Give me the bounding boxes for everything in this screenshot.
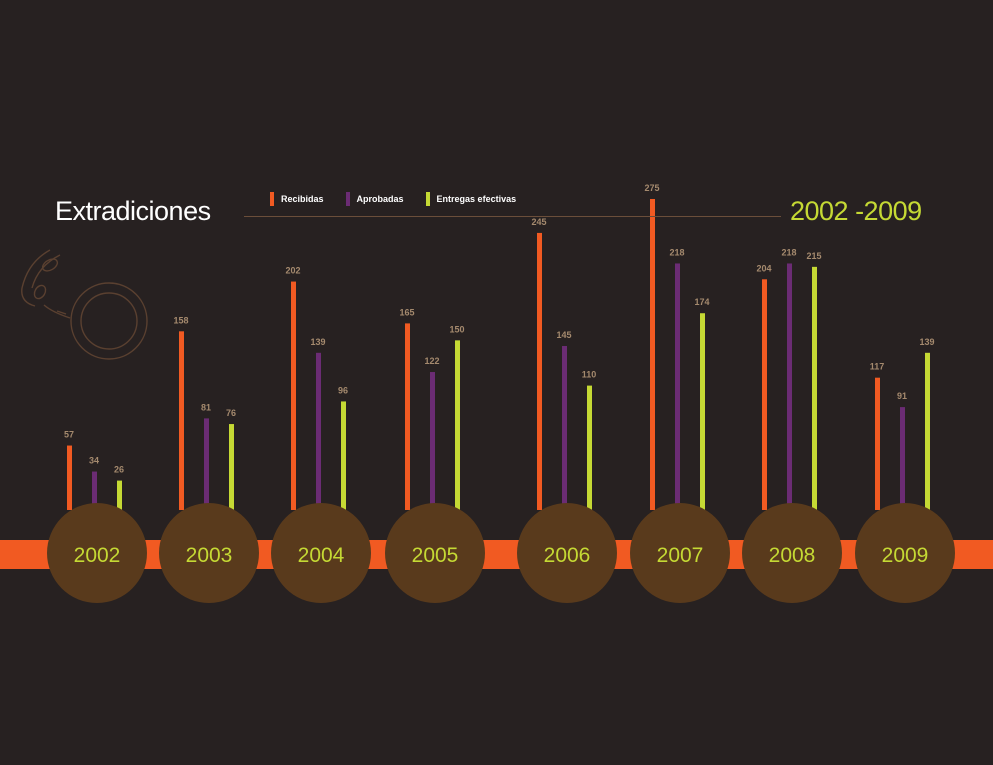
legend: Recibidas Aprobadas Entregas efectivas [270, 192, 538, 206]
bar-entregas-2007 [700, 313, 705, 510]
bar-aprobadas-2007 [675, 263, 680, 510]
bar-recibidas-2004 [291, 281, 296, 510]
bar-aprobadas-2006 [562, 346, 567, 510]
year-label-2008: 2008 [769, 544, 816, 567]
bar-aprobadas-2008 [787, 263, 792, 510]
value-label-recibidas-2003: 158 [173, 315, 188, 325]
bar-entregas-2008 [812, 266, 817, 510]
bar-recibidas-2009 [875, 377, 880, 510]
bar-aprobadas-2004 [316, 352, 321, 510]
bar-aprobadas-2009 [900, 407, 905, 510]
value-label-recibidas-2007: 275 [644, 183, 659, 193]
value-label-recibidas-2008: 204 [756, 263, 771, 273]
year-circle-2002 [47, 503, 147, 603]
value-label-entregas-2004: 96 [338, 385, 348, 395]
year-label-2009: 2009 [882, 544, 929, 567]
legend-item-aprobadas: Aprobadas [345, 192, 404, 206]
legend-swatch-aprobadas [345, 192, 350, 206]
year-circle-2003 [159, 503, 259, 603]
legend-label-aprobadas: Aprobadas [356, 194, 404, 204]
legend-item-entregas: Entregas efectivas [425, 192, 517, 206]
value-label-aprobadas-2002: 34 [89, 456, 99, 466]
legend-swatch-entregas [425, 192, 430, 206]
bar-entregas-2009 [925, 352, 930, 510]
value-label-entregas-2007: 174 [694, 297, 709, 307]
year-label-2006: 2006 [544, 544, 591, 567]
value-label-recibidas-2009: 117 [870, 362, 885, 372]
bar-entregas-2002 [117, 480, 122, 510]
chart-title: Extradiciones [55, 196, 211, 226]
year-circle-2009 [855, 503, 955, 603]
bar-aprobadas-2003 [204, 418, 209, 510]
bar-aprobadas-2005 [430, 372, 435, 510]
value-label-entregas-2008: 215 [806, 251, 821, 261]
value-label-aprobadas-2006: 145 [556, 330, 571, 340]
value-label-recibidas-2006: 245 [531, 217, 546, 227]
year-circle-2007 [630, 503, 730, 603]
bar-aprobadas-2002 [92, 471, 97, 510]
value-label-entregas-2006: 110 [582, 370, 597, 380]
value-label-recibidas-2002: 57 [64, 430, 74, 440]
value-label-aprobadas-2005: 122 [424, 356, 439, 366]
bar-recibidas-2003 [179, 331, 184, 510]
legend-label-recibidas: Recibidas [281, 194, 324, 204]
year-circle-2008 [742, 503, 842, 603]
timeline-bar [0, 540, 993, 569]
value-label-aprobadas-2008: 218 [781, 247, 796, 257]
bar-recibidas-2005 [405, 323, 410, 510]
year-label-2005: 2005 [412, 544, 459, 567]
value-label-entregas-2002: 26 [114, 465, 124, 475]
legend-item-recibidas: Recibidas [270, 192, 324, 206]
value-label-aprobadas-2007: 218 [669, 247, 684, 257]
value-label-aprobadas-2009: 91 [897, 391, 907, 401]
bar-recibidas-2008 [762, 279, 767, 510]
value-label-recibidas-2004: 202 [285, 266, 300, 276]
bar-entregas-2004 [341, 401, 346, 510]
legend-label-entregas: Entregas efectivas [436, 194, 517, 204]
value-label-entregas-2005: 150 [449, 324, 464, 334]
year-circle-2005 [385, 503, 485, 603]
value-label-entregas-2003: 76 [226, 408, 236, 418]
bar-entregas-2003 [229, 424, 234, 510]
value-label-aprobadas-2004: 139 [310, 337, 325, 347]
bar-entregas-2005 [455, 340, 460, 510]
year-circle-2004 [271, 503, 371, 603]
chart-year-range: 2002 -2009 [790, 196, 922, 226]
year-circle-2006 [517, 503, 617, 603]
year-label-2003: 2003 [186, 544, 233, 567]
handcuffs-icon [21, 249, 148, 360]
value-label-entregas-2009: 139 [919, 337, 934, 347]
value-label-recibidas-2005: 165 [399, 307, 414, 317]
bar-recibidas-2007 [650, 199, 655, 510]
bar-entregas-2006 [587, 385, 592, 510]
value-label-aprobadas-2003: 81 [201, 402, 211, 412]
year-label-2007: 2007 [657, 544, 704, 567]
year-label-2002: 2002 [74, 544, 121, 567]
legend-swatch-recibidas [270, 192, 274, 206]
bar-recibidas-2006 [537, 232, 542, 510]
title-divider [244, 216, 781, 217]
bar-recibidas-2002 [67, 445, 72, 510]
year-label-2004: 2004 [298, 544, 345, 567]
